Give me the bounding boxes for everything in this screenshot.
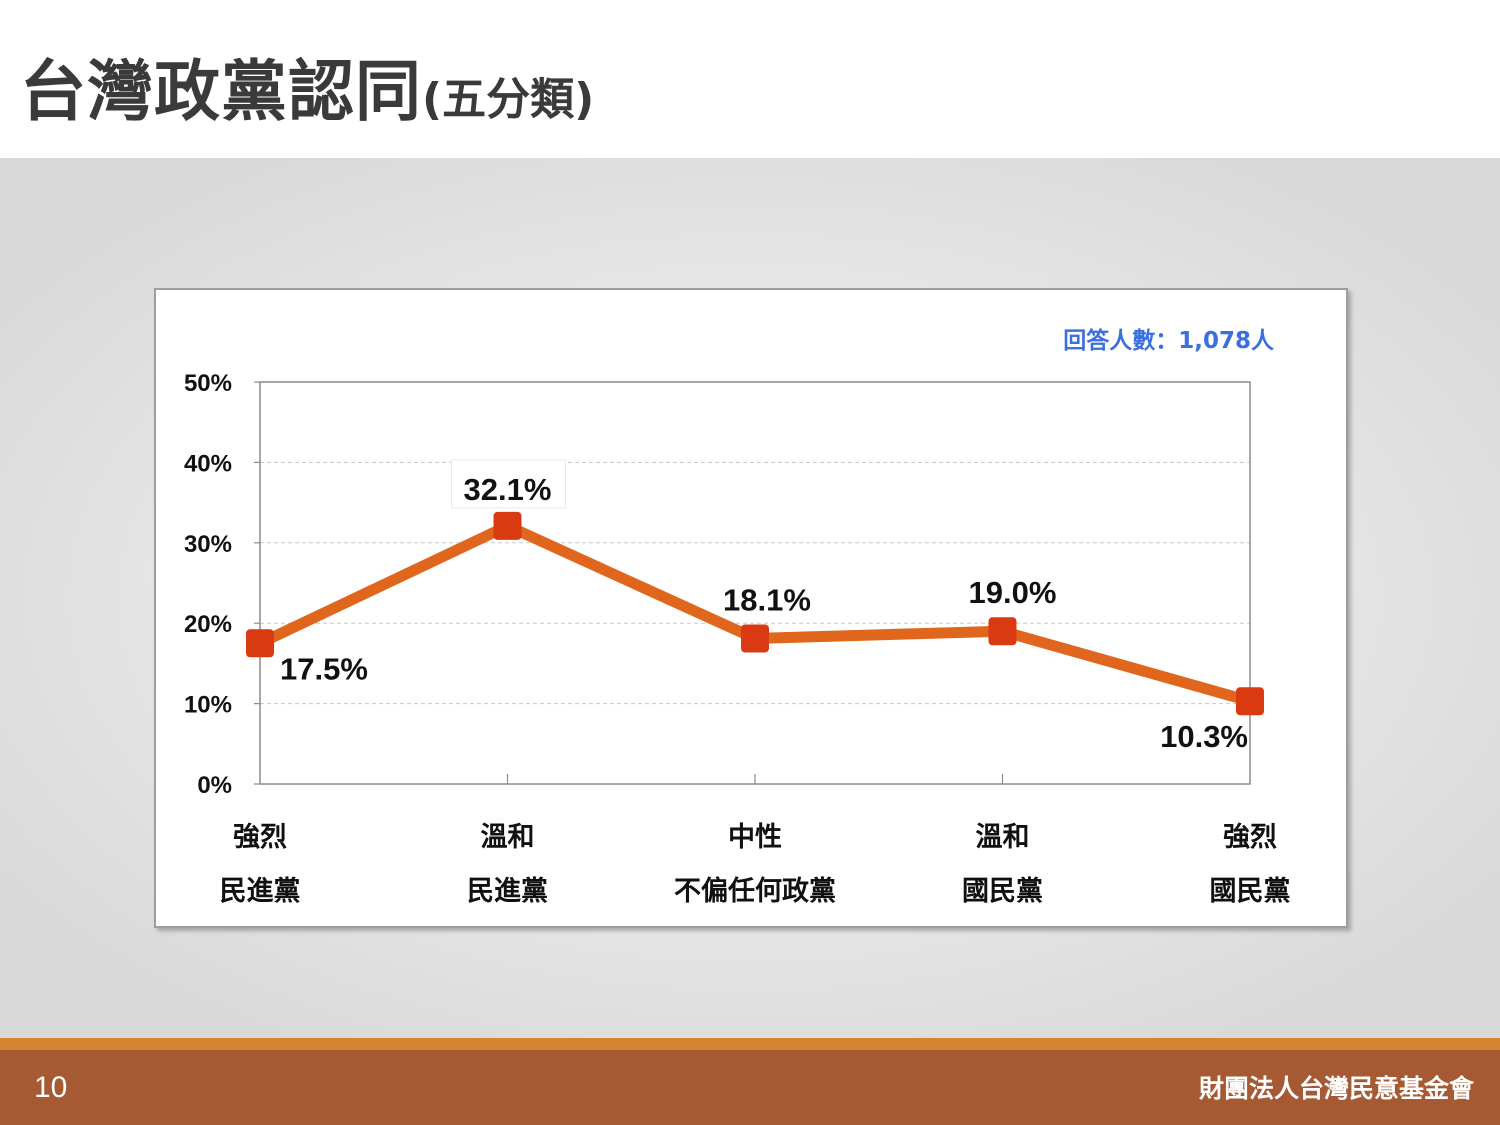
data-label-box: [451, 459, 566, 509]
slide-title-suffix: (五分類): [422, 74, 595, 125]
y-tick-label: 50%: [184, 370, 232, 397]
x-category-label: 民進黨: [467, 876, 548, 907]
respondent-count-note: 回答人數：1,078人: [1063, 327, 1275, 354]
x-category-label: 民進黨: [220, 876, 301, 907]
x-category-label: 國民黨: [962, 876, 1043, 907]
footer-bar: 10 財團法人台灣民意基金會: [0, 1050, 1500, 1125]
data-label: 10.3%: [1160, 719, 1248, 754]
organization-name: 財團法人台灣民意基金會: [1198, 1074, 1474, 1103]
chart-panel: 0% 10% 20% 30% 40% 50% 強烈民進黨 溫和民進黨 中性不偏任何政黨 溫和國民黨…: [154, 288, 1348, 928]
data-label: 19.0%: [969, 575, 1057, 610]
data-point-marker: [988, 617, 1017, 646]
data-point-marker: [246, 629, 274, 658]
title-bar: 台灣政黨認同(五分類): [0, 0, 1500, 158]
data-point-marker: [493, 511, 522, 540]
data-label: 18.1%: [723, 582, 811, 617]
x-category-label: 強烈: [1223, 822, 1277, 853]
page-number: 10: [34, 1071, 68, 1104]
x-category-label: 強烈: [233, 822, 287, 853]
slide-title-main: 台灣政黨認同: [20, 53, 422, 130]
data-point-marker: [1236, 687, 1264, 716]
data-point-marker: [741, 624, 769, 653]
x-category-label: 中性: [728, 822, 782, 853]
x-category-label: 溫和: [976, 822, 1030, 853]
data-label: 17.5%: [280, 651, 368, 686]
x-category-label: 國民黨: [1210, 876, 1291, 907]
x-category-label: 不偏任何政黨: [674, 876, 836, 907]
y-tick-label: 10%: [184, 692, 232, 719]
data-label: 32.1%: [464, 472, 552, 507]
y-tick-label: 0%: [197, 772, 232, 799]
footer-accent-line: [0, 1038, 1500, 1050]
y-tick-label: 30%: [184, 531, 232, 558]
slide-title: 台灣政黨認同(五分類): [20, 38, 594, 134]
x-category-label: 溫和: [481, 822, 535, 853]
y-tick-label: 20%: [184, 611, 232, 638]
y-tick-label: 40%: [184, 450, 232, 477]
